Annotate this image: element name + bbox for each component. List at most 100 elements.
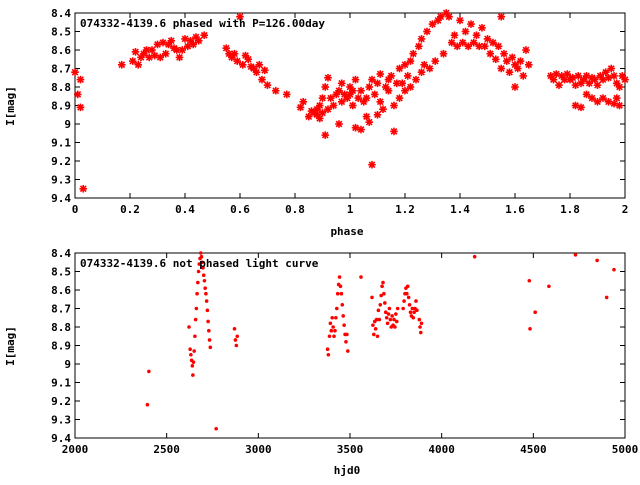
marker-stroke bbox=[297, 103, 304, 111]
data-point bbox=[194, 36, 203, 45]
y-tick-label: 9.4 bbox=[51, 432, 71, 445]
marker-stroke bbox=[506, 68, 513, 76]
marker-stroke bbox=[437, 13, 445, 21]
data-point bbox=[417, 35, 426, 43]
data-point bbox=[191, 360, 196, 364]
data-point bbox=[511, 83, 519, 91]
data-point bbox=[357, 125, 365, 134]
data-point bbox=[372, 332, 376, 337]
data-point bbox=[333, 328, 337, 333]
marker-stroke bbox=[407, 83, 414, 91]
marker-stroke bbox=[423, 28, 431, 35]
data-point bbox=[410, 306, 415, 311]
marker-stroke bbox=[162, 50, 170, 58]
marker-stroke bbox=[255, 61, 263, 69]
data-point bbox=[405, 291, 409, 296]
data-point bbox=[419, 321, 424, 326]
data-point bbox=[195, 291, 199, 296]
data-point bbox=[384, 315, 389, 320]
marker-stroke bbox=[173, 46, 181, 54]
data-point bbox=[73, 90, 82, 99]
data-point bbox=[335, 120, 343, 128]
y-tick-label: 8.9 bbox=[51, 340, 71, 353]
data-point bbox=[263, 81, 272, 89]
data-point bbox=[574, 72, 583, 80]
marker-stroke bbox=[418, 35, 425, 43]
marker-stroke bbox=[357, 126, 365, 133]
data-points bbox=[145, 251, 616, 431]
marker-stroke bbox=[401, 87, 409, 95]
data-point bbox=[351, 75, 360, 84]
marker-stroke bbox=[599, 94, 607, 102]
y-tick-label: 8.7 bbox=[51, 63, 71, 76]
marker-stroke bbox=[321, 83, 329, 91]
data-point bbox=[500, 49, 508, 58]
x-axis-label: phase bbox=[330, 225, 363, 238]
marker-stroke bbox=[445, 13, 453, 21]
axis-ticks: 2000 2500 3000 3500 4000 4500 5000 8.4 8.5 8.6 8.7… bbox=[51, 247, 638, 456]
x-tick-label: 1.8 bbox=[560, 203, 580, 216]
marker-stroke bbox=[519, 72, 527, 80]
data-point bbox=[405, 284, 410, 289]
data-point bbox=[563, 70, 572, 78]
y-tick-label: 9.1 bbox=[51, 377, 71, 390]
data-point bbox=[376, 98, 385, 106]
marker-stroke bbox=[497, 13, 505, 21]
x-tick-label: 1.6 bbox=[505, 203, 525, 216]
data-point bbox=[365, 83, 374, 91]
marker-stroke bbox=[442, 9, 450, 17]
marker-stroke bbox=[244, 55, 252, 63]
data-point bbox=[345, 332, 349, 337]
data-point bbox=[201, 266, 205, 270]
data-point bbox=[601, 68, 610, 76]
chart-title: 074332-4139.6 not phased light curve bbox=[80, 257, 319, 270]
data-point bbox=[414, 299, 418, 303]
data-point bbox=[344, 340, 348, 344]
data-point bbox=[362, 112, 371, 121]
data-point bbox=[612, 94, 621, 102]
data-point bbox=[321, 83, 330, 91]
marker-stroke bbox=[236, 13, 244, 21]
marker-stroke bbox=[473, 31, 480, 39]
data-point bbox=[235, 334, 240, 339]
data-point bbox=[401, 60, 409, 69]
data-point bbox=[508, 53, 517, 62]
marker-stroke bbox=[341, 91, 348, 98]
x-tick-label: 2000 bbox=[62, 443, 89, 456]
marker-stroke bbox=[577, 103, 585, 111]
data-point bbox=[203, 286, 207, 290]
marker-stroke bbox=[605, 74, 612, 82]
data-point bbox=[461, 27, 470, 36]
data-point bbox=[392, 317, 396, 322]
data-point bbox=[395, 64, 404, 73]
marker-stroke bbox=[591, 76, 599, 83]
marker-stroke bbox=[453, 42, 461, 50]
y-tick-label: 9.3 bbox=[51, 174, 71, 187]
data-point bbox=[417, 317, 422, 322]
data-point bbox=[527, 278, 532, 283]
data-point bbox=[370, 295, 374, 300]
data-point bbox=[214, 426, 218, 431]
marker-stroke bbox=[382, 83, 390, 91]
x-tick-label: 3000 bbox=[245, 443, 272, 456]
marker-stroke bbox=[79, 185, 87, 193]
data-point bbox=[201, 273, 206, 278]
data-point bbox=[378, 303, 383, 307]
data-point bbox=[377, 317, 382, 322]
marker-stroke bbox=[478, 24, 486, 32]
marker-stroke bbox=[189, 41, 197, 48]
data-point bbox=[431, 57, 440, 65]
marker-stroke bbox=[272, 87, 280, 95]
data-point bbox=[549, 75, 558, 84]
data-point bbox=[318, 109, 327, 117]
data-point bbox=[423, 27, 431, 36]
data-point bbox=[379, 293, 383, 298]
marker-stroke bbox=[349, 102, 357, 109]
data-point bbox=[222, 44, 231, 52]
y-tick-label: 8.6 bbox=[51, 44, 71, 57]
data-point bbox=[327, 334, 332, 339]
data-point bbox=[390, 314, 394, 318]
marker-stroke bbox=[176, 54, 183, 61]
data-point bbox=[604, 98, 613, 106]
marker-stroke bbox=[599, 76, 607, 83]
